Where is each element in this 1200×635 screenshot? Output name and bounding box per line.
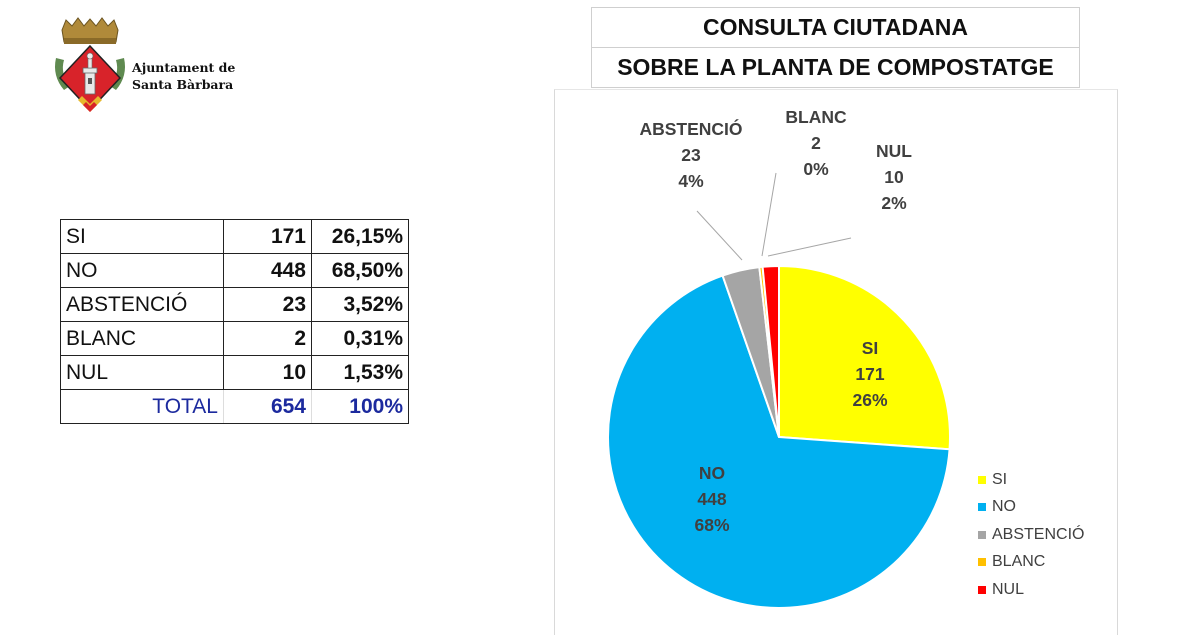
row-percent: 1,53% [311, 355, 409, 390]
pie-slice-nul [761, 264, 780, 438]
legend-item-nul: NUL [978, 576, 1084, 604]
leader-line-nul [767, 237, 852, 257]
data-label-name: ABSTENCIÓ [639, 119, 743, 139]
row-percent: 68,50% [311, 253, 409, 288]
chart-legend: SI NO ABSTENCIÓ BLANC NUL [978, 466, 1084, 604]
row-label: SI [60, 219, 224, 254]
data-label-percent: 2% [881, 193, 907, 213]
legend-item-abstencio: ABSTENCIÓ [978, 521, 1084, 549]
legend-label: NO [992, 498, 1016, 516]
legend-swatch [978, 503, 986, 512]
pie-chart-area: ABSTENCIÓ 23 4% BLANC 2 0% NUL 10 2% SI … [554, 89, 1118, 635]
coat-of-arms-icon [55, 17, 125, 112]
logo-line-2: Santa Bàrbara [132, 77, 234, 92]
data-label-percent: 4% [678, 171, 704, 191]
row-count: 171 [223, 219, 312, 254]
row-count: 448 [223, 253, 312, 288]
data-label-no: NO 448 68% [677, 460, 747, 538]
table-row: NO 448 68,50% [60, 253, 409, 288]
data-label-percent: 26% [852, 390, 888, 410]
table-row: NUL 10 1,53% [60, 355, 409, 390]
row-label: NO [60, 253, 224, 288]
total-count: 654 [223, 389, 312, 424]
legend-label: ABSTENCIÓ [992, 525, 1085, 543]
data-label-name: BLANC [785, 107, 847, 127]
table-row: BLANC 2 0,31% [60, 321, 409, 356]
chart-title-line-1: CONSULTA CIUTADANA [703, 14, 968, 40]
legend-label: NUL [992, 580, 1025, 598]
logo-line-1: Ajuntament de [132, 60, 236, 75]
data-label-percent: 0% [803, 159, 829, 179]
leader-line-abstencio [696, 210, 743, 261]
legend-swatch [978, 475, 986, 484]
data-label-value: 448 [697, 489, 727, 509]
pie-slices [607, 264, 951, 609]
data-label-value: 171 [855, 364, 885, 384]
legend-label: BLANC [992, 553, 1046, 571]
leader-line-blanc [761, 172, 777, 257]
pie-slice-si [778, 264, 951, 451]
data-label-value: 2 [811, 133, 821, 153]
chart-title-box: CONSULTA CIUTADANA SOBRE LA PLANTA DE CO… [591, 7, 1080, 88]
row-label: BLANC [60, 321, 224, 356]
data-label-abstencio: ABSTENCIÓ 23 4% [621, 116, 761, 194]
leader-lines [696, 172, 852, 261]
row-count: 10 [223, 355, 312, 390]
chart-title-line-2: SOBRE LA PLANTA DE COMPOSTATGE [592, 47, 1079, 87]
legend-item-si: SI [978, 466, 1084, 494]
table-row: ABSTENCIÓ 23 3,52% [60, 287, 409, 322]
data-label-percent: 68% [694, 515, 730, 535]
data-label-blanc: BLANC 2 0% [771, 104, 861, 182]
municipality-name: Ajuntament de Santa Bàrbara [132, 59, 235, 93]
pie-slice-no [607, 274, 951, 609]
data-label-si: SI 171 26% [835, 335, 905, 413]
results-table: SI 171 26,15% NO 448 68,50% ABSTENCIÓ 23… [60, 219, 409, 424]
row-percent: 0,31% [311, 321, 409, 356]
data-label-name: SI [861, 338, 879, 358]
municipality-logo: Ajuntament de Santa Bàrbara [50, 16, 250, 126]
legend-label: SI [992, 470, 1008, 488]
data-label-name: NO [698, 463, 726, 483]
data-label-name: NUL [876, 141, 912, 161]
row-label: NUL [60, 355, 224, 390]
total-percent: 100% [311, 389, 409, 424]
legend-swatch [978, 530, 986, 539]
row-count: 23 [223, 287, 312, 322]
row-percent: 26,15% [311, 219, 409, 254]
legend-item-no: NO [978, 494, 1084, 522]
row-label: ABSTENCIÓ [60, 287, 224, 322]
legend-item-blanc: BLANC [978, 549, 1084, 577]
legend-swatch [978, 558, 986, 567]
legend-swatch [978, 585, 986, 594]
row-percent: 3,52% [311, 287, 409, 322]
pie-chart [607, 172, 951, 609]
total-row: TOTAL 654 100% [60, 389, 409, 424]
data-label-value: 23 [681, 145, 701, 165]
total-label: TOTAL [60, 389, 224, 424]
table-row: SI 171 26,15% [60, 219, 409, 254]
data-label-nul: NUL 10 2% [859, 138, 929, 216]
row-count: 2 [223, 321, 312, 356]
data-label-value: 10 [884, 167, 904, 187]
